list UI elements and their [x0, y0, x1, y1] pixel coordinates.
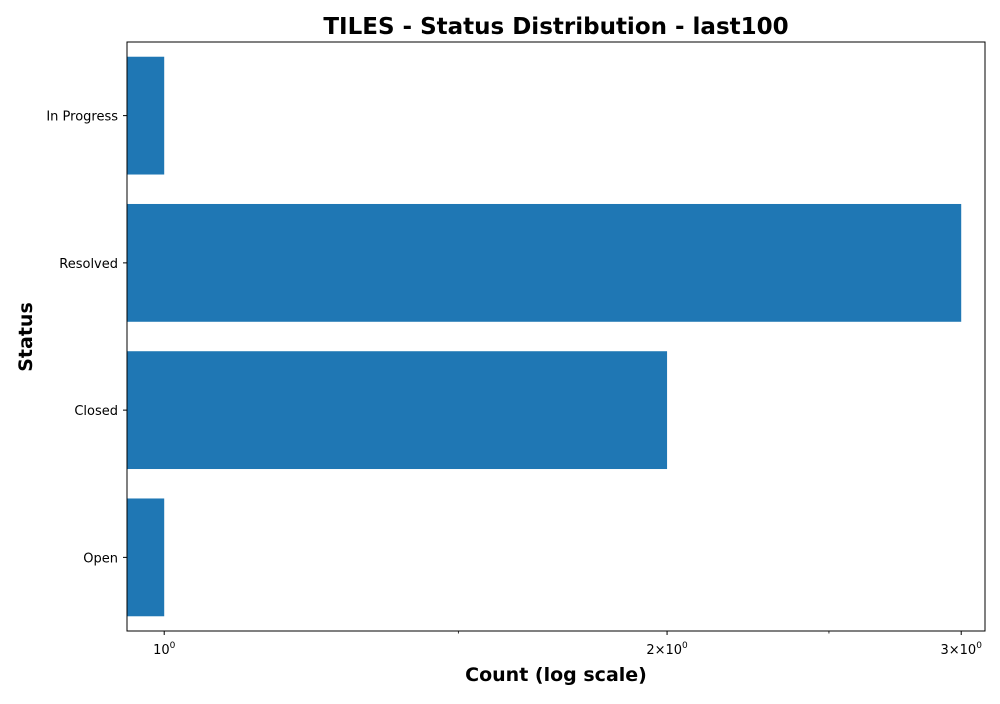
x-axis: 100 2×100 3×100 — [153, 631, 982, 658]
x-tick-label: 100 — [153, 641, 176, 658]
bar-resolved — [127, 203, 962, 322]
x-tick-label: 2×100 — [646, 641, 688, 658]
y-tick-label: Closed — [74, 404, 118, 419]
bars-layer — [127, 56, 962, 617]
y-tick-label: In Progress — [46, 110, 118, 125]
bar-open — [127, 498, 165, 617]
y-tick-label: Open — [83, 551, 118, 566]
y-axis: Open Closed Resolved In Progress — [46, 110, 127, 566]
x-axis-label: Count (log scale) — [465, 664, 647, 686]
chart-title: TILES - Status Distribution - last100 — [323, 14, 788, 40]
bar-closed — [127, 351, 668, 470]
y-axis-label: Status — [15, 302, 37, 372]
y-tick-label: Resolved — [59, 257, 118, 272]
x-tick-label: 3×100 — [940, 641, 982, 658]
bar-in-progress — [127, 56, 165, 175]
plot-frame — [126, 41, 986, 632]
